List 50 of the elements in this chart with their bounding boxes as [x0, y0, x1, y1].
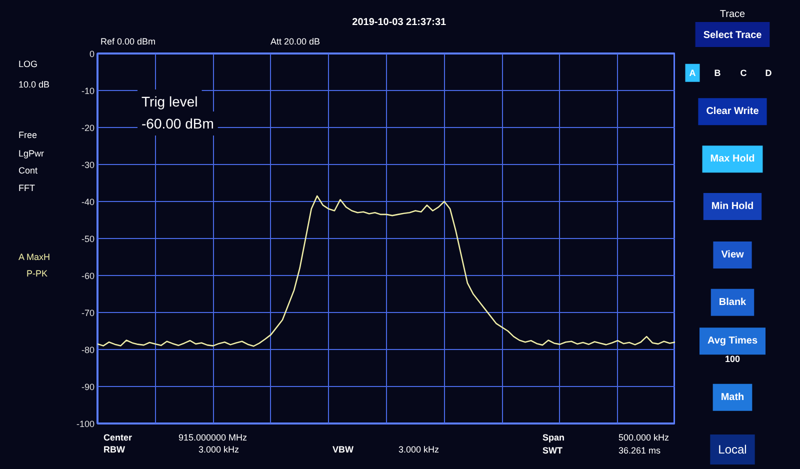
line-series: [98, 195, 675, 347]
y-tick-label: -80: [81, 345, 95, 355]
text: 3.000 kHz: [198, 444, 240, 454]
text: Blank: [718, 296, 747, 308]
text: Local: [718, 442, 747, 456]
text: SWT: [542, 446, 563, 456]
text: Clear Write: [706, 106, 760, 118]
text: LOG: [18, 59, 38, 70]
text: Select Trace: [703, 30, 762, 41]
text: Free: [18, 130, 38, 140]
text: 100: [724, 354, 740, 364]
text: A MaxH: [18, 252, 50, 262]
text: Math: [720, 392, 744, 403]
y-tick-label: -30: [81, 160, 95, 170]
annotation: -60.00 dBm: [142, 116, 214, 132]
y-tick-label: -50: [81, 234, 95, 244]
text: Ref 0.00 dBm: [100, 36, 156, 46]
y-tick-label: -20: [81, 123, 95, 133]
text: VBW: [332, 444, 354, 454]
text: Trace: [720, 9, 746, 20]
text: A: [689, 68, 696, 78]
text: Span: [542, 432, 565, 442]
y-tick-label: -10: [81, 86, 95, 96]
text: RBW: [104, 444, 126, 454]
text: Max Hold: [710, 154, 755, 165]
text: 500.000 kHz: [618, 432, 670, 442]
text: B: [714, 68, 722, 78]
annotation: Trig level: [142, 94, 198, 110]
text: 2019-10-03 21:37:31: [352, 17, 447, 28]
y-tick-label: -100: [76, 419, 94, 429]
text: C: [740, 68, 748, 78]
text: Att 20.00 dB: [270, 36, 320, 46]
text: Avg Times: [707, 336, 758, 347]
y-tick-label: -40: [81, 197, 95, 207]
y-tick-label: -90: [81, 382, 95, 392]
text: View: [721, 249, 744, 260]
text: LgPwr: [18, 148, 44, 158]
y-tick-label: 0: [89, 49, 95, 59]
text: 3.000 kHz: [398, 444, 440, 454]
text: 10.0 dB: [18, 79, 50, 90]
y-tick-label: -60: [81, 271, 95, 281]
text: Min Hold: [711, 201, 754, 212]
text: 915.000000 MHz: [178, 432, 248, 442]
text: Cont: [18, 166, 38, 176]
text: 36.261 ms: [618, 446, 662, 456]
text: Center: [104, 432, 133, 442]
text: FFT: [18, 183, 36, 194]
text: D: [765, 68, 772, 78]
y-tick-label: -70: [81, 308, 95, 318]
text: P-PK: [26, 268, 48, 278]
